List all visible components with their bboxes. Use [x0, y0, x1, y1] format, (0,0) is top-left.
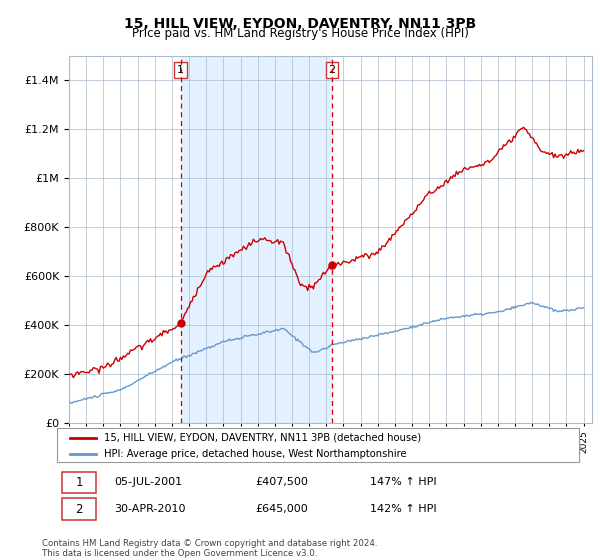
Text: 15, HILL VIEW, EYDON, DAVENTRY, NN11 3PB: 15, HILL VIEW, EYDON, DAVENTRY, NN11 3PB	[124, 17, 476, 31]
Text: 30-APR-2010: 30-APR-2010	[115, 504, 186, 514]
FancyBboxPatch shape	[62, 472, 96, 493]
FancyBboxPatch shape	[57, 428, 579, 462]
Text: Contains HM Land Registry data © Crown copyright and database right 2024.
This d: Contains HM Land Registry data © Crown c…	[42, 539, 377, 558]
Text: 2: 2	[328, 65, 335, 75]
Text: HPI: Average price, detached house, West Northamptonshire: HPI: Average price, detached house, West…	[104, 449, 407, 459]
FancyBboxPatch shape	[62, 498, 96, 520]
Bar	[181, 56, 332, 423]
Text: 05-JUL-2001: 05-JUL-2001	[115, 477, 182, 487]
Text: 2: 2	[75, 502, 83, 516]
Text: 147% ↑ HPI: 147% ↑ HPI	[370, 477, 437, 487]
Text: 1: 1	[75, 475, 83, 489]
Text: £407,500: £407,500	[256, 477, 308, 487]
Text: 1: 1	[177, 65, 184, 75]
Text: £645,000: £645,000	[256, 504, 308, 514]
Text: 142% ↑ HPI: 142% ↑ HPI	[370, 504, 437, 514]
Text: 15, HILL VIEW, EYDON, DAVENTRY, NN11 3PB (detached house): 15, HILL VIEW, EYDON, DAVENTRY, NN11 3PB…	[104, 433, 421, 443]
Text: Price paid vs. HM Land Registry's House Price Index (HPI): Price paid vs. HM Land Registry's House …	[131, 27, 469, 40]
